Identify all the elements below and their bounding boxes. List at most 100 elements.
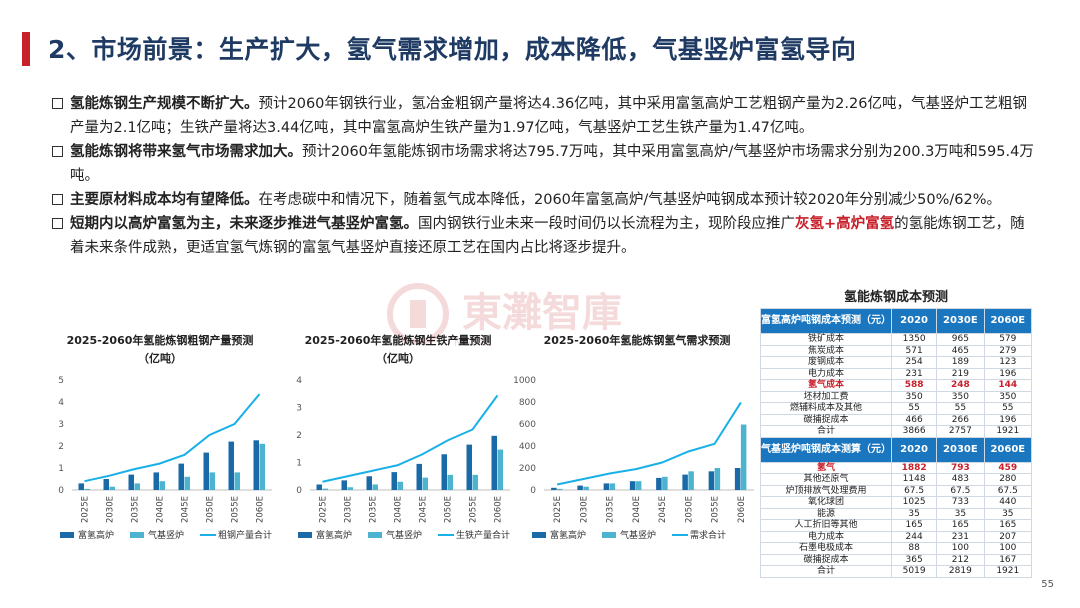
bar-primary — [253, 440, 259, 490]
bullet-text: 预计2060年钢铁行业，氢冶金粗钢产量将达4.36亿吨，其中采用富氢高炉工艺粗钢… — [70, 96, 1027, 136]
bar-primary — [103, 479, 109, 490]
table-cell: 465 — [936, 344, 985, 357]
y-tick-label: 4 — [296, 376, 302, 386]
table-cell: 207 — [983, 530, 1033, 543]
bar-primary — [203, 452, 209, 490]
table-row: 氢气 1882 793 459 — [760, 461, 1033, 474]
table-cell: 55 — [936, 402, 985, 415]
x-tick-label: 2060E — [256, 496, 266, 523]
table-cell: 67.5 — [936, 484, 985, 497]
legend-swatch — [60, 532, 74, 538]
x-tick-label: 2055E — [711, 496, 721, 523]
bar-secondary — [84, 488, 90, 490]
x-tick-label: 2030E — [579, 496, 589, 523]
table-row: 合计 5019 2819 1921 — [760, 565, 1033, 578]
table-cell: 733 — [936, 496, 985, 509]
square-bullet-icon — [52, 98, 63, 109]
bar-secondary — [472, 474, 478, 490]
x-tick-label: 2050E — [444, 496, 454, 523]
legend-label: 富氢高炉 — [316, 529, 352, 541]
total-line — [556, 401, 742, 486]
table-cell: 588 — [890, 379, 938, 392]
table-cell: 466 — [890, 413, 938, 426]
bullet-lead: 主要原材料成本均有望降低。 — [70, 192, 259, 208]
table-cell: 35 — [890, 507, 938, 520]
x-tick-label: 2050E — [684, 496, 694, 523]
table-cell: 196 — [983, 367, 1033, 380]
table-header-row: 富氢高炉吨钢成本预测（元） 2020 2030E 2060E — [760, 308, 1033, 334]
table-header-cell: 气基竖炉吨钢成本测算（元） — [760, 436, 892, 463]
x-tick-label: 2025E — [319, 496, 329, 523]
table-cell: 231 — [890, 367, 938, 380]
table-cell: 165 — [983, 519, 1033, 532]
bullet-item: 短期内以高炉富氢为主，未来逐步推进气基竖炉富氢。国内钢铁行业未来一段时间仍以长流… — [52, 212, 1037, 260]
table-row: 电力成本 231 219 196 — [760, 367, 1033, 380]
table-cell: 碳捕捉成本 — [760, 553, 892, 566]
x-tick-label: 2050E — [206, 496, 216, 523]
table-cell: 144 — [983, 379, 1033, 392]
bar-secondary — [583, 486, 589, 490]
table-cell: 165 — [936, 519, 985, 532]
y-tick-label: 1 — [296, 459, 302, 469]
legend-label: 气基竖炉 — [620, 529, 656, 541]
table-cell: 1148 — [890, 473, 938, 486]
table-cell: 350 — [936, 390, 985, 403]
table-cell: 氢气 — [760, 461, 892, 474]
bar-primary — [316, 484, 322, 490]
bar-primary — [466, 444, 472, 490]
square-bullet-icon — [52, 218, 63, 229]
y-tick-label: 3 — [296, 404, 302, 414]
x-tick-label: 2035E — [369, 496, 379, 523]
y-tick-label: 0 — [58, 486, 64, 496]
bar-secondary — [397, 481, 403, 490]
y-tick-label: 1 — [58, 464, 64, 474]
x-tick-label: 2030E — [344, 496, 354, 523]
table-cell: 5019 — [890, 565, 938, 578]
x-tick-label: 2060E — [737, 496, 747, 523]
table-cell: 合计 — [760, 425, 892, 438]
square-bullet-icon — [52, 146, 63, 157]
chart-title: 2025-2060年氢能炼钢粗钢产量预测 — [67, 333, 254, 347]
y-tick-label: 800 — [519, 398, 536, 408]
table-cell: 35 — [936, 507, 985, 520]
table-cell: 244 — [890, 530, 938, 543]
y-tick-label: 2 — [58, 442, 64, 452]
bar-primary — [708, 471, 715, 490]
table-cell: 炉顶排放气处理费用 — [760, 484, 892, 497]
table-cell: 459 — [983, 461, 1033, 474]
bar-primary — [491, 435, 497, 490]
table-cell: 350 — [983, 390, 1033, 403]
bar-secondary — [322, 488, 328, 490]
bar-primary — [629, 481, 636, 490]
title-accent-bar — [22, 32, 30, 66]
table-row: 燃辅料成本及其他 55 55 55 — [760, 402, 1033, 415]
table-cell: 965 — [936, 333, 985, 346]
bar-secondary — [557, 488, 563, 490]
bullet-item: 氢能炼钢将带来氢气市场需求加大。预计2060年氢能炼钢市场需求将达795.7万吨… — [52, 140, 1037, 188]
bar-secondary — [347, 487, 353, 490]
bullet-item: 主要原材料成本均有望降低。在考虑碳中和情况下，随着氢气成本降低，2060年富氢高… — [52, 188, 1037, 212]
bar-secondary — [740, 424, 747, 490]
table-cell: 氢气成本 — [760, 379, 892, 392]
y-tick-label: 400 — [519, 442, 536, 452]
page-number: 55 — [1041, 579, 1054, 590]
bar-primary — [178, 463, 184, 490]
table-row: 能源 35 35 35 — [760, 507, 1033, 520]
table-cell: 坯材加工费 — [760, 390, 892, 403]
cost-forecast-table: 富氢高炉吨钢成本预测（元） 2020 2030E 2060E 铁矿成本 1350 965 57… — [760, 308, 1033, 578]
table-cell: 2757 — [936, 425, 985, 438]
table-cell: 燃辅料成本及其他 — [760, 402, 892, 415]
crude-steel-output-chart: 2025-2060年氢能炼钢粗钢产量预测 （亿吨） 0 1 2 3 4 5 2025E 2030E… — [58, 333, 272, 541]
table-row: 电力成本 244 231 207 — [760, 530, 1033, 543]
bar-secondary — [134, 483, 140, 490]
bar-primary — [78, 483, 84, 490]
table-cell: 55 — [983, 402, 1033, 415]
bar-secondary — [497, 449, 503, 490]
table-header-cell: 2060E — [983, 308, 1033, 334]
bullet-item: 氢能炼钢生产规模不断扩大。预计2060年钢铁行业，氢冶金粗钢产量将达4.36亿吨… — [52, 92, 1037, 140]
table-row: 焦炭成本 571 465 279 — [760, 344, 1033, 357]
y-tick-label: 0 — [296, 486, 302, 496]
legend-label: 富氢高炉 — [550, 529, 586, 541]
legend-label: 粗钢产量合计 — [218, 529, 272, 541]
table-cell: 废钢成本 — [760, 356, 892, 369]
